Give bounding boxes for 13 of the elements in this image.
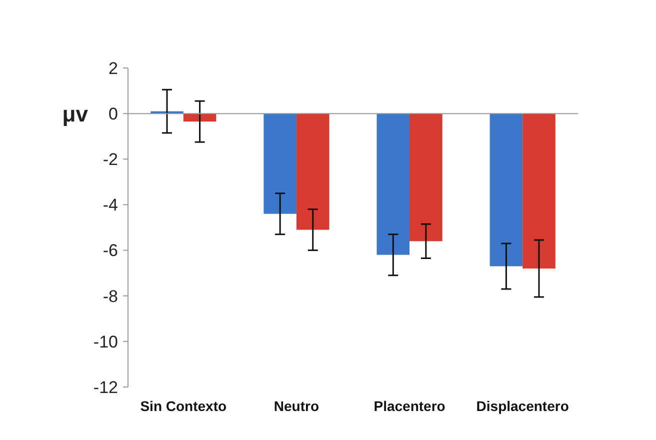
y-tick-label: -6 <box>102 241 118 260</box>
y-tick-label: -2 <box>102 150 118 170</box>
x-tick-label: Neutro <box>274 398 320 414</box>
y-tick-label: -10 <box>93 332 118 352</box>
y-tick-label: -4 <box>102 196 118 215</box>
x-tick-label: Placentero <box>374 398 446 414</box>
y-tick-label: 0 <box>108 104 118 124</box>
x-tick-label: Displacentero <box>476 398 569 414</box>
y-axis-title: μv <box>62 101 89 126</box>
y-tick-label: -12 <box>93 378 118 397</box>
x-tick-label: Sin Contexto <box>140 398 227 414</box>
y-tick-label: -8 <box>102 286 118 306</box>
y-tick-label: 2 <box>108 58 118 78</box>
